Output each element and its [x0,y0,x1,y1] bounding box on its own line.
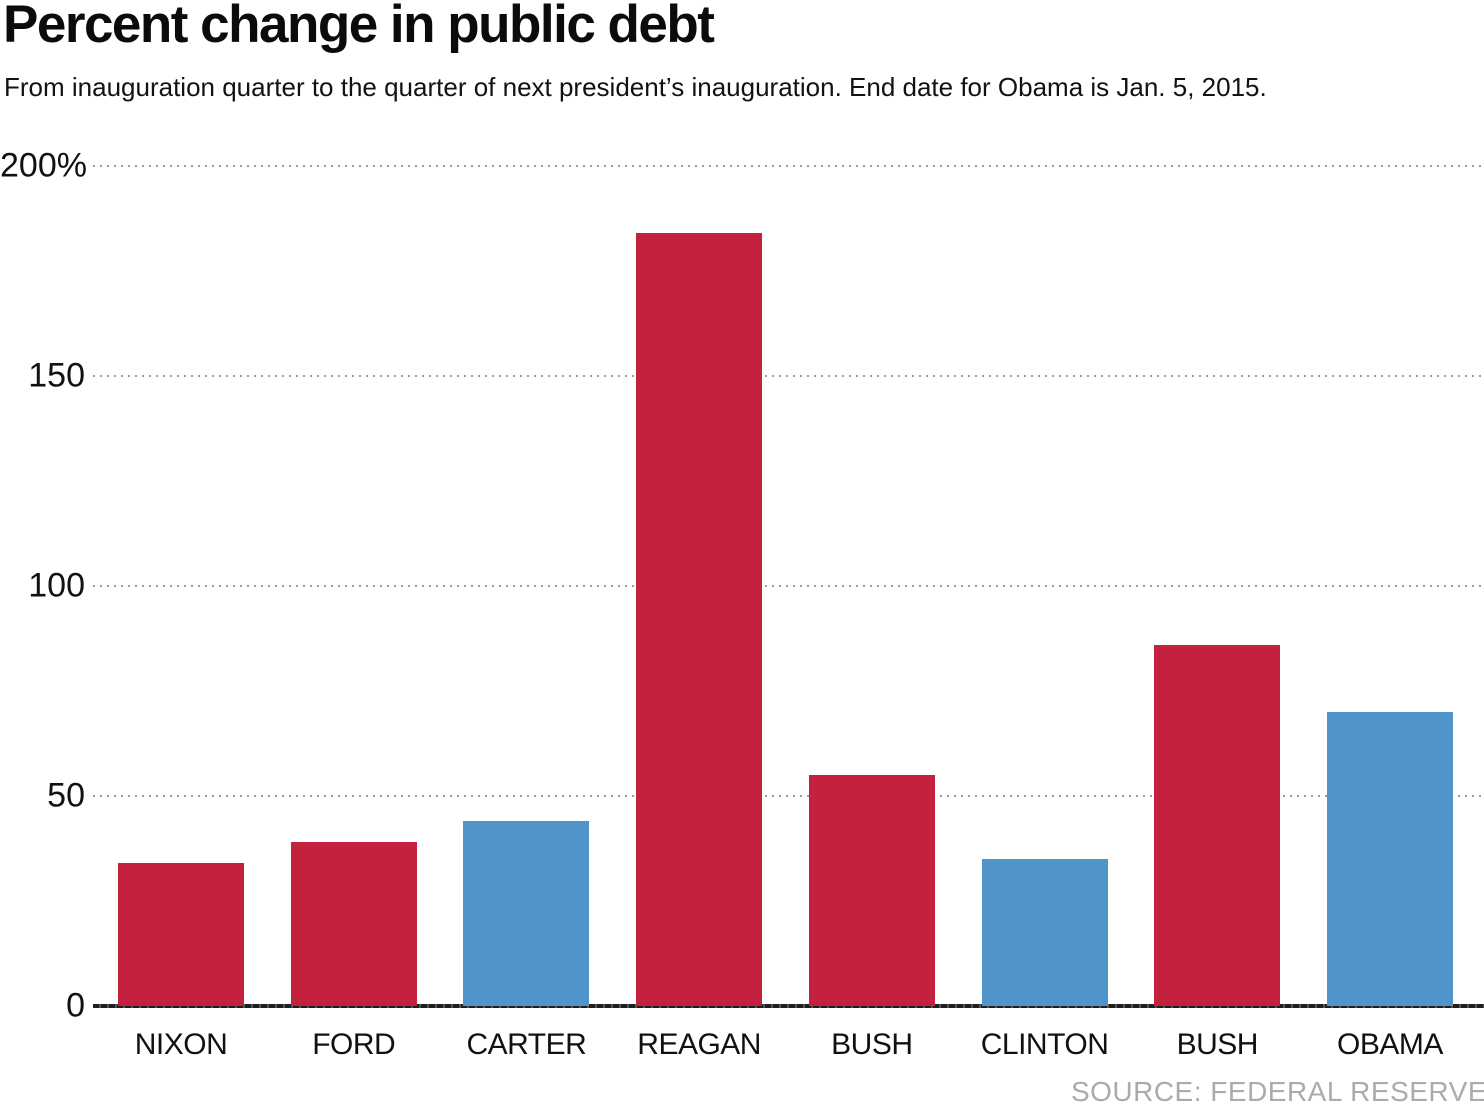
y-tick-label-200: 200% [0,146,87,185]
x-axis-label-reagan-3: REAGAN [637,1028,761,1061]
gridline-50 [93,795,1484,797]
bar-carter-2 [463,821,590,1006]
bar-obama-7 [1326,712,1453,1006]
x-axis-label-nixon-0: NIXON [134,1028,228,1061]
y-tick-label-0: 0 [66,986,85,1025]
bar-bush-6 [1154,644,1281,1006]
y-tick-label-50: 50 [47,776,85,815]
chart-subtitle: From inauguration quarter to the quarter… [4,72,1267,102]
source-credit: SOURCE: FEDERAL RESERVE [1070,1076,1484,1107]
x-axis-label-carter-2: CARTER [466,1028,587,1061]
y-tick-label-100: 100 [28,566,85,605]
gridline-100 [93,585,1484,587]
gridline-150 [93,375,1484,377]
x-axis-label-ford-1: FORD [312,1028,396,1061]
x-axis-label-clinton-5: CLINTON [980,1028,1109,1061]
x-axis-baseline [93,1004,1484,1008]
chart-title: Percent change in public debt [3,0,715,54]
x-axis-label-bush-4: BUSH [831,1028,913,1061]
x-axis-label-obama-7: OBAMA [1337,1028,1443,1061]
bar-reagan-3 [636,233,763,1006]
y-tick-label-150: 150 [28,356,85,395]
bar-ford-1 [290,842,417,1006]
x-axis-label-bush-6: BUSH [1176,1028,1259,1061]
bar-clinton-5 [981,859,1108,1006]
bar-nixon-0 [118,863,244,1006]
bar-bush-4 [808,775,935,1006]
gridline-200 [93,165,1484,167]
